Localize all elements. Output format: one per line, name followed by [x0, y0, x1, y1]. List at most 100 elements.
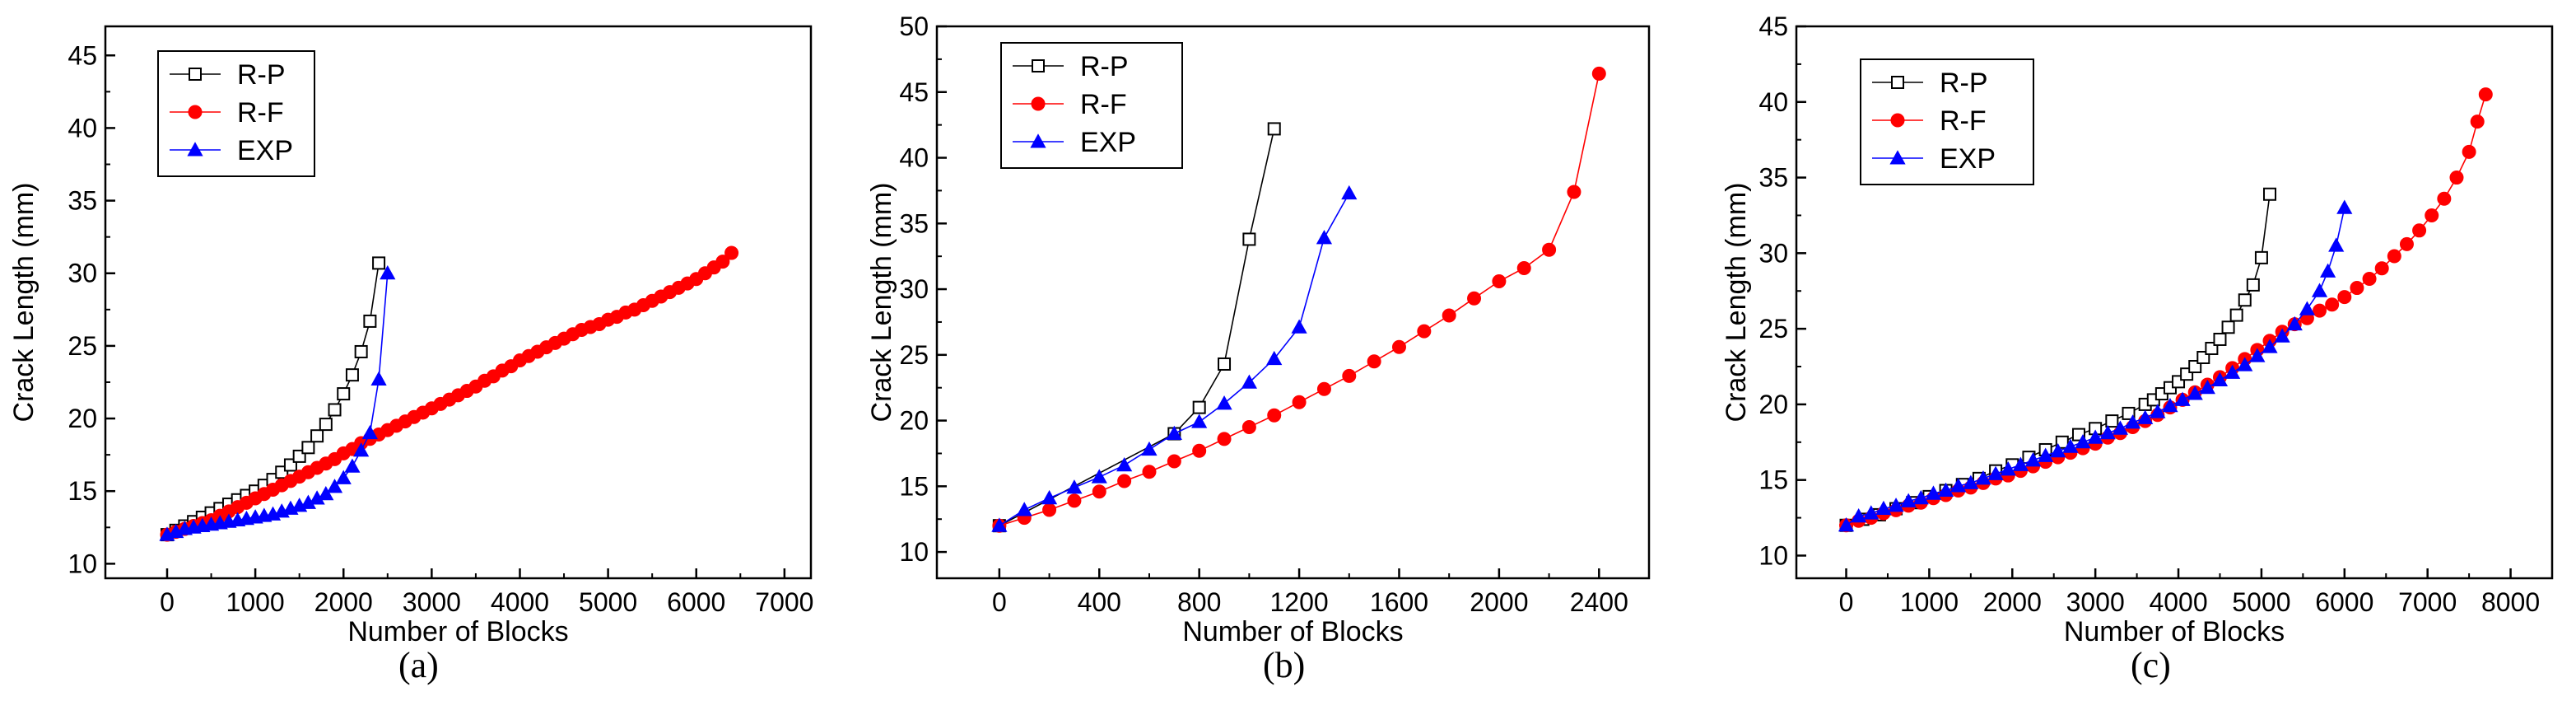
chart-c-point-exp-29: [2199, 379, 2215, 395]
chart-b-point-r-f-23: [1567, 185, 1581, 199]
chart-c-point-exp-3: [1875, 500, 1892, 516]
chart-c-point-exp-22: [2112, 420, 2129, 435]
chart-c-point-exp-0: [1838, 516, 1855, 532]
chart-b-point-r-f-4: [1092, 484, 1106, 499]
chart-c-ytick-label-5: 35: [1758, 163, 1788, 193]
chart-b-xtick-label-5: 2000: [1470, 587, 1528, 617]
chart-a-point-r-p-23: [363, 314, 377, 328]
chart-c-ytick-label-3: 25: [1758, 314, 1788, 343]
chart-b-point-exp-2: [1041, 489, 1058, 505]
chart-b-point-exp-13: [1316, 230, 1333, 245]
chart-a-point-r-f-64: [724, 245, 739, 260]
chart-a-point-r-p-22: [354, 344, 368, 358]
chart-b-point-exp-10: [1241, 374, 1257, 389]
panel-label-a: (a): [398, 645, 439, 685]
chart-a-xtick-label-3: 3000: [403, 587, 461, 617]
chart-b-ytick-label-3: 25: [899, 340, 929, 370]
chart-b-point-exp-3: [1066, 479, 1083, 494]
chart-c-xtick-label-8: 8000: [2481, 587, 2540, 617]
chart-b-point-exp-14: [1341, 185, 1358, 200]
chart-c-xtick-label-1: 1000: [1900, 587, 1959, 617]
chart-b-legend: R-P R-F EXP: [1000, 42, 1183, 169]
chart-c-plot-frame: [1795, 25, 2554, 580]
chart-b-xlabel: Number of Blocks: [1182, 616, 1403, 647]
chart-c-point-exp-34: [2262, 339, 2278, 353]
chart-a-xtick-label-2: 2000: [314, 587, 373, 617]
chart-a-ytick-label-2: 20: [68, 404, 97, 433]
chart-b-point-exp-4: [1091, 469, 1107, 484]
chart-a-line-exp: [166, 273, 389, 535]
chart-c-xlabel: Number of Blocks: [2064, 616, 2285, 647]
chart-c-xtick-label-4: 4000: [2149, 587, 2207, 617]
chart-a-point-r-p-17: [310, 429, 324, 443]
chart-b-ytick-label-4: 30: [899, 274, 929, 304]
chart-c-legend-marker-r-f: [1890, 113, 1905, 128]
chart-a-xtick-label-7: 7000: [755, 587, 813, 617]
chart-c-point-exp-14: [2012, 456, 2029, 471]
chart-c-xtick-label-2: 2000: [1983, 587, 2042, 617]
chart-a-ytick-label-4: 30: [68, 259, 97, 288]
chart-b-ytick-label-0: 10: [899, 537, 929, 567]
chart-b-point-r-f-7: [1167, 454, 1181, 469]
chart-b-point-r-f-22: [1542, 242, 1557, 257]
chart-c-point-exp-19: [2075, 434, 2091, 449]
chart-c-ytick-label-1: 15: [1758, 465, 1788, 495]
chart-c-point-exp-26: [2162, 397, 2178, 413]
chart-c-svg: 0 1000 2000 3000 4000 5000 6000 7000 8000 10 15 20 2…: [1721, 12, 2554, 647]
chart-b-point-exp-8: [1191, 414, 1208, 428]
chart-c-point-exp-16: [2038, 447, 2054, 462]
chart-a-point-r-p-18: [319, 418, 333, 432]
chart-c-point-r-f-44: [2387, 249, 2401, 264]
chart-c-ytick-label-0: 10: [1758, 540, 1788, 570]
chart-b-point-r-f-18: [1442, 308, 1456, 323]
chart-b-legend-label-r-f: R-F: [1080, 89, 1127, 120]
chart-a-xtick-label-1: 1000: [226, 587, 285, 617]
chart-b-xtick-label-2: 800: [1177, 587, 1221, 617]
chart-a-point-r-p-21: [345, 368, 359, 382]
chart-c-point-exp-17: [2050, 443, 2066, 458]
chart-b-xtick-label-6: 2400: [1570, 587, 1628, 617]
chart-c-point-exp-15: [2024, 452, 2042, 467]
chart-c-point-r-p-28: [2221, 320, 2235, 334]
chart-c-point-exp-41: [2336, 199, 2353, 214]
chart-b-point-exp-6: [1141, 441, 1158, 456]
chart-a-ytick-label-0: 10: [68, 549, 97, 578]
chart-c-point-exp-30: [2211, 372, 2229, 387]
chart-b-point-r-f-17: [1417, 324, 1432, 339]
chart-c-point-exp-11: [1975, 470, 1991, 485]
chart-c-ytick-label-2: 20: [1758, 390, 1788, 419]
chart-a-point-r-p-20: [337, 387, 351, 401]
chart-b-point-exp-0: [991, 517, 1008, 532]
chart-a-point-exp-22: [353, 442, 370, 457]
chart-c-point-exp-6: [1912, 489, 1929, 505]
chart-c-point-r-f-52: [2478, 87, 2493, 102]
chart-c-point-r-f-38: [2313, 303, 2327, 318]
chart-c-point-exp-8: [1937, 482, 1954, 498]
chart-c-point-exp-1: [1851, 507, 1867, 523]
chart-b-point-r-f-3: [1067, 493, 1082, 508]
chart-b-line-exp: [999, 193, 1350, 526]
chart-b-ytick-label-7: 45: [899, 77, 929, 107]
chart-b-legend-marker-exp: [1030, 133, 1046, 148]
chart-c-point-r-f-42: [2362, 272, 2377, 287]
chart-c-point-exp-18: [2062, 438, 2079, 453]
chart-c-legend-label-r-p: R-P: [1940, 68, 1988, 99]
chart-b-point-r-f-10: [1241, 420, 1256, 435]
chart-c-ytick-label-6: 40: [1758, 87, 1788, 117]
chart-a-legend-box: [157, 50, 315, 177]
chart-a-point-r-f-63: [715, 255, 730, 269]
chart-a-xtick-label-0: 0: [160, 587, 175, 617]
chart-b-point-r-f-24: [1591, 66, 1606, 81]
chart-a-legend-marker-r-p: [189, 68, 202, 81]
chart-c-point-exp-35: [2274, 328, 2290, 343]
chart-a-legend-marker-exp: [187, 142, 203, 157]
chart-b-point-r-f-19: [1467, 291, 1482, 306]
chart-c-point-r-f-43: [2374, 261, 2389, 276]
chart-a-svg: 0 1000 2000 3000 4000 5000 6000 7000 10 15 20 25 30 3…: [8, 25, 813, 647]
chart-c-point-exp-38: [2311, 283, 2328, 297]
chart-c-point-exp-12: [1987, 465, 2004, 480]
chart-b-point-exp-7: [1166, 425, 1182, 441]
chart-b-xtick-label-3: 1200: [1269, 587, 1328, 617]
chart-b-series-exp: [991, 185, 1358, 532]
chart-b-point-r-f-9: [1217, 432, 1232, 446]
